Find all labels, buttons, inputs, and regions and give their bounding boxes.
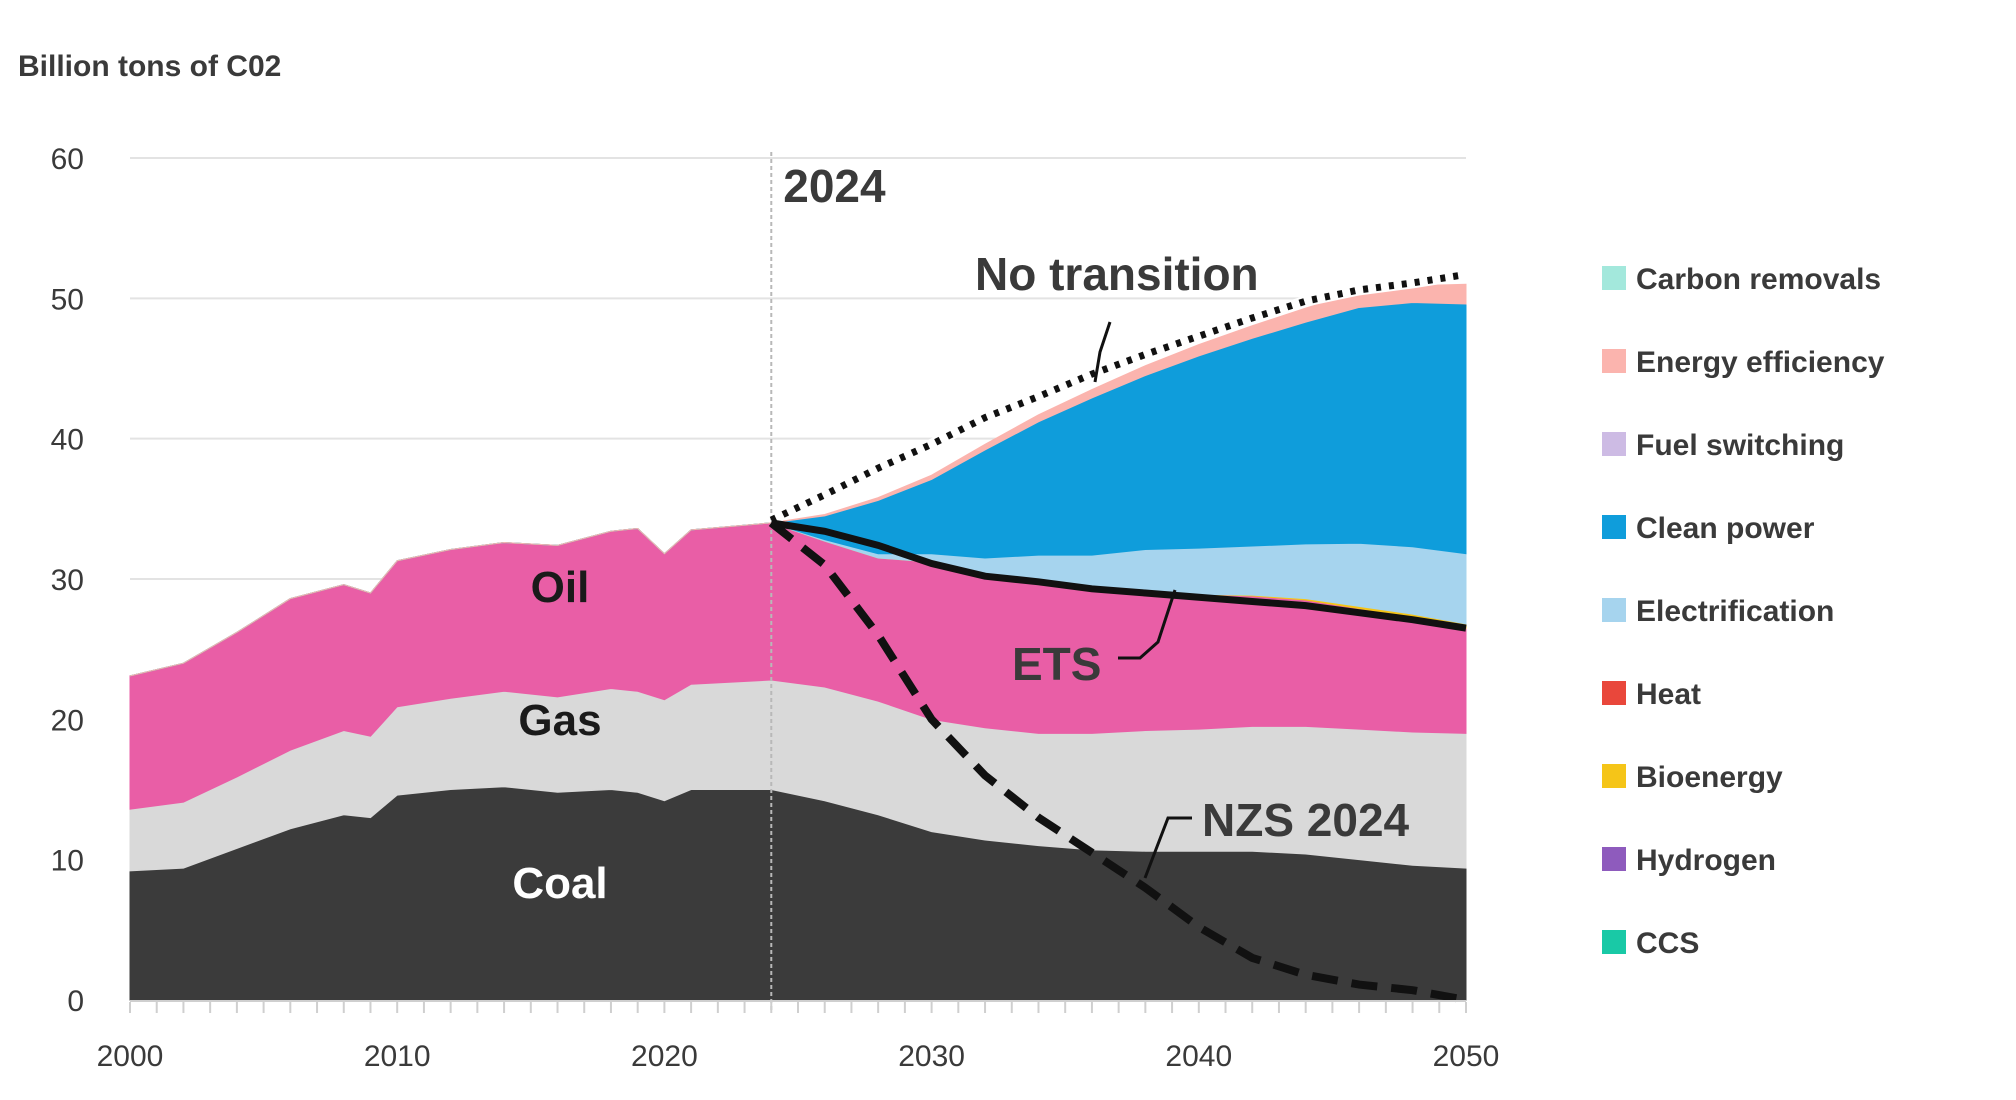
legend-swatch-energy-efficiency: [1602, 349, 1626, 373]
line-nzs-2024: [768, 519, 1467, 1004]
x-tick-label-2030: 2030: [898, 1040, 965, 1073]
y-tick-label-40: 40: [51, 424, 84, 457]
legend-label-heat: Heat: [1636, 678, 1701, 711]
legend-swatch-bioenergy: [1602, 764, 1626, 788]
legend: Carbon removals Energy efficiency Fuel swi…: [1602, 263, 1885, 960]
legend-swatch-fuel-switching: [1602, 432, 1626, 456]
divider-label: 2024: [783, 160, 886, 212]
legend-label-clean-power: Clean power: [1636, 512, 1815, 545]
annotation-leader-ets: [1118, 589, 1177, 660]
legend-swatch-hydrogen: [1602, 847, 1626, 871]
legend-swatch-carbon-removals: [1602, 266, 1626, 290]
x-tick-label-2020: 2020: [631, 1040, 698, 1073]
line-ets: [770, 519, 1467, 632]
area-label-gas: Gas: [518, 696, 601, 745]
x-axis: 2000 2010 2020 2030 2040 2050: [97, 1000, 1500, 1073]
y-tick-label-0: 0: [67, 985, 84, 1018]
legend-swatch-ccs: [1602, 930, 1626, 954]
annotations: No transition ETS NZS 2024: [975, 248, 1410, 879]
y-axis: 0 10 20 30 40 50 60: [51, 143, 84, 1018]
line-no-transition: [769, 271, 1467, 524]
legend-swatch-electrification: [1602, 598, 1626, 622]
area-energy-efficiency: [129, 283, 1467, 677]
legend-label-bioenergy: Bioenergy: [1636, 761, 1783, 794]
y-tick-label-30: 30: [51, 564, 84, 597]
annotation-leader-nzs-2024: [1143, 816, 1192, 879]
legend-swatch-heat: [1602, 681, 1626, 705]
legend-swatch-clean-power: [1602, 515, 1626, 539]
area-label-coal: Coal: [512, 859, 607, 908]
legend-label-ccs: CCS: [1636, 927, 1699, 960]
area-label-oil: Oil: [531, 563, 590, 612]
area-labels: Coal Gas Oil: [512, 563, 607, 908]
y-tick-label-60: 60: [51, 143, 84, 176]
legend-label-carbon-removals: Carbon removals: [1636, 263, 1881, 296]
legend-label-hydrogen: Hydrogen: [1636, 844, 1776, 877]
x-tick-label-2000: 2000: [97, 1040, 164, 1073]
legend-label-fuel-switching: Fuel switching: [1636, 429, 1844, 462]
annotation-leader-no-transition: [1093, 321, 1112, 383]
series-lines: [768, 269, 1467, 1004]
annotation-no-transition: No transition: [975, 248, 1259, 300]
areas: [129, 283, 1467, 1001]
annotation-ets: ETS: [1012, 638, 1101, 690]
x-tick-label-2040: 2040: [1165, 1040, 1232, 1073]
legend-label-electrification: Electrification: [1636, 595, 1834, 628]
x-tick-label-2050: 2050: [1433, 1040, 1500, 1073]
annotation-nzs-2024: NZS 2024: [1202, 794, 1410, 846]
divider: 2024: [770, 152, 886, 1010]
y-tick-label-20: 20: [51, 704, 84, 737]
y-tick-label-50: 50: [51, 283, 84, 316]
y-axis-title: Billion tons of C02: [18, 50, 281, 83]
legend-label-energy-efficiency: Energy efficiency: [1636, 346, 1885, 379]
x-tick-label-2010: 2010: [364, 1040, 431, 1073]
y-tick-label-10: 10: [51, 845, 84, 878]
